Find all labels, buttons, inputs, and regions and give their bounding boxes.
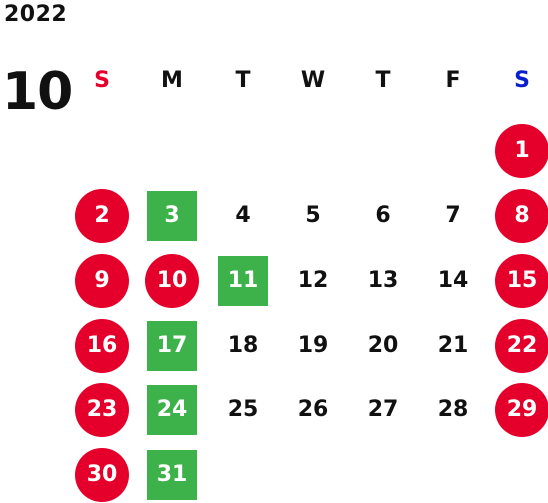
day-cell-2[interactable]: 2 xyxy=(75,189,129,243)
weekday-header-saturday: S xyxy=(514,68,530,93)
day-cell-29[interactable]: 29 xyxy=(495,383,548,437)
day-cell-21[interactable]: 21 xyxy=(437,333,469,358)
day-cell-30[interactable]: 30 xyxy=(75,448,129,502)
day-cell-22[interactable]: 22 xyxy=(495,319,548,373)
day-cell-18[interactable]: 18 xyxy=(227,333,259,358)
day-cell-9[interactable]: 9 xyxy=(75,254,129,308)
day-cell-1[interactable]: 1 xyxy=(495,124,548,178)
day-cell-3[interactable]: 3 xyxy=(147,191,197,241)
day-cell-20[interactable]: 20 xyxy=(367,333,399,358)
weekday-header-sunday: S xyxy=(94,68,110,93)
weekday-header-monday: M xyxy=(161,68,183,93)
day-cell-12[interactable]: 12 xyxy=(297,268,329,293)
day-cell-6[interactable]: 6 xyxy=(375,203,391,228)
weekday-header-thursday: T xyxy=(375,68,391,93)
day-cell-17[interactable]: 17 xyxy=(147,321,197,371)
day-cell-15[interactable]: 15 xyxy=(495,254,548,308)
day-cell-11[interactable]: 11 xyxy=(218,256,268,306)
day-cell-7[interactable]: 7 xyxy=(445,203,461,228)
day-cell-8[interactable]: 8 xyxy=(495,189,548,243)
weekday-header-wednesday: W xyxy=(300,68,326,93)
day-cell-19[interactable]: 19 xyxy=(297,333,329,358)
day-cell-14[interactable]: 14 xyxy=(437,268,469,293)
month-number: 10 xyxy=(2,62,73,122)
day-cell-26[interactable]: 26 xyxy=(297,397,329,422)
weekday-header-friday: F xyxy=(445,68,461,93)
weekday-header-tuesday: T xyxy=(235,68,251,93)
day-cell-24[interactable]: 24 xyxy=(147,385,197,435)
day-cell-28[interactable]: 28 xyxy=(437,397,469,422)
day-cell-23[interactable]: 23 xyxy=(75,383,129,437)
day-cell-16[interactable]: 16 xyxy=(75,319,129,373)
day-cell-13[interactable]: 13 xyxy=(367,268,399,293)
day-cell-4[interactable]: 4 xyxy=(235,203,251,228)
day-cell-10[interactable]: 10 xyxy=(145,254,199,308)
day-cell-25[interactable]: 25 xyxy=(227,397,259,422)
day-cell-27[interactable]: 27 xyxy=(367,397,399,422)
year-label: 2022 xyxy=(4,2,68,27)
day-cell-5[interactable]: 5 xyxy=(305,203,321,228)
day-cell-31[interactable]: 31 xyxy=(147,450,197,500)
